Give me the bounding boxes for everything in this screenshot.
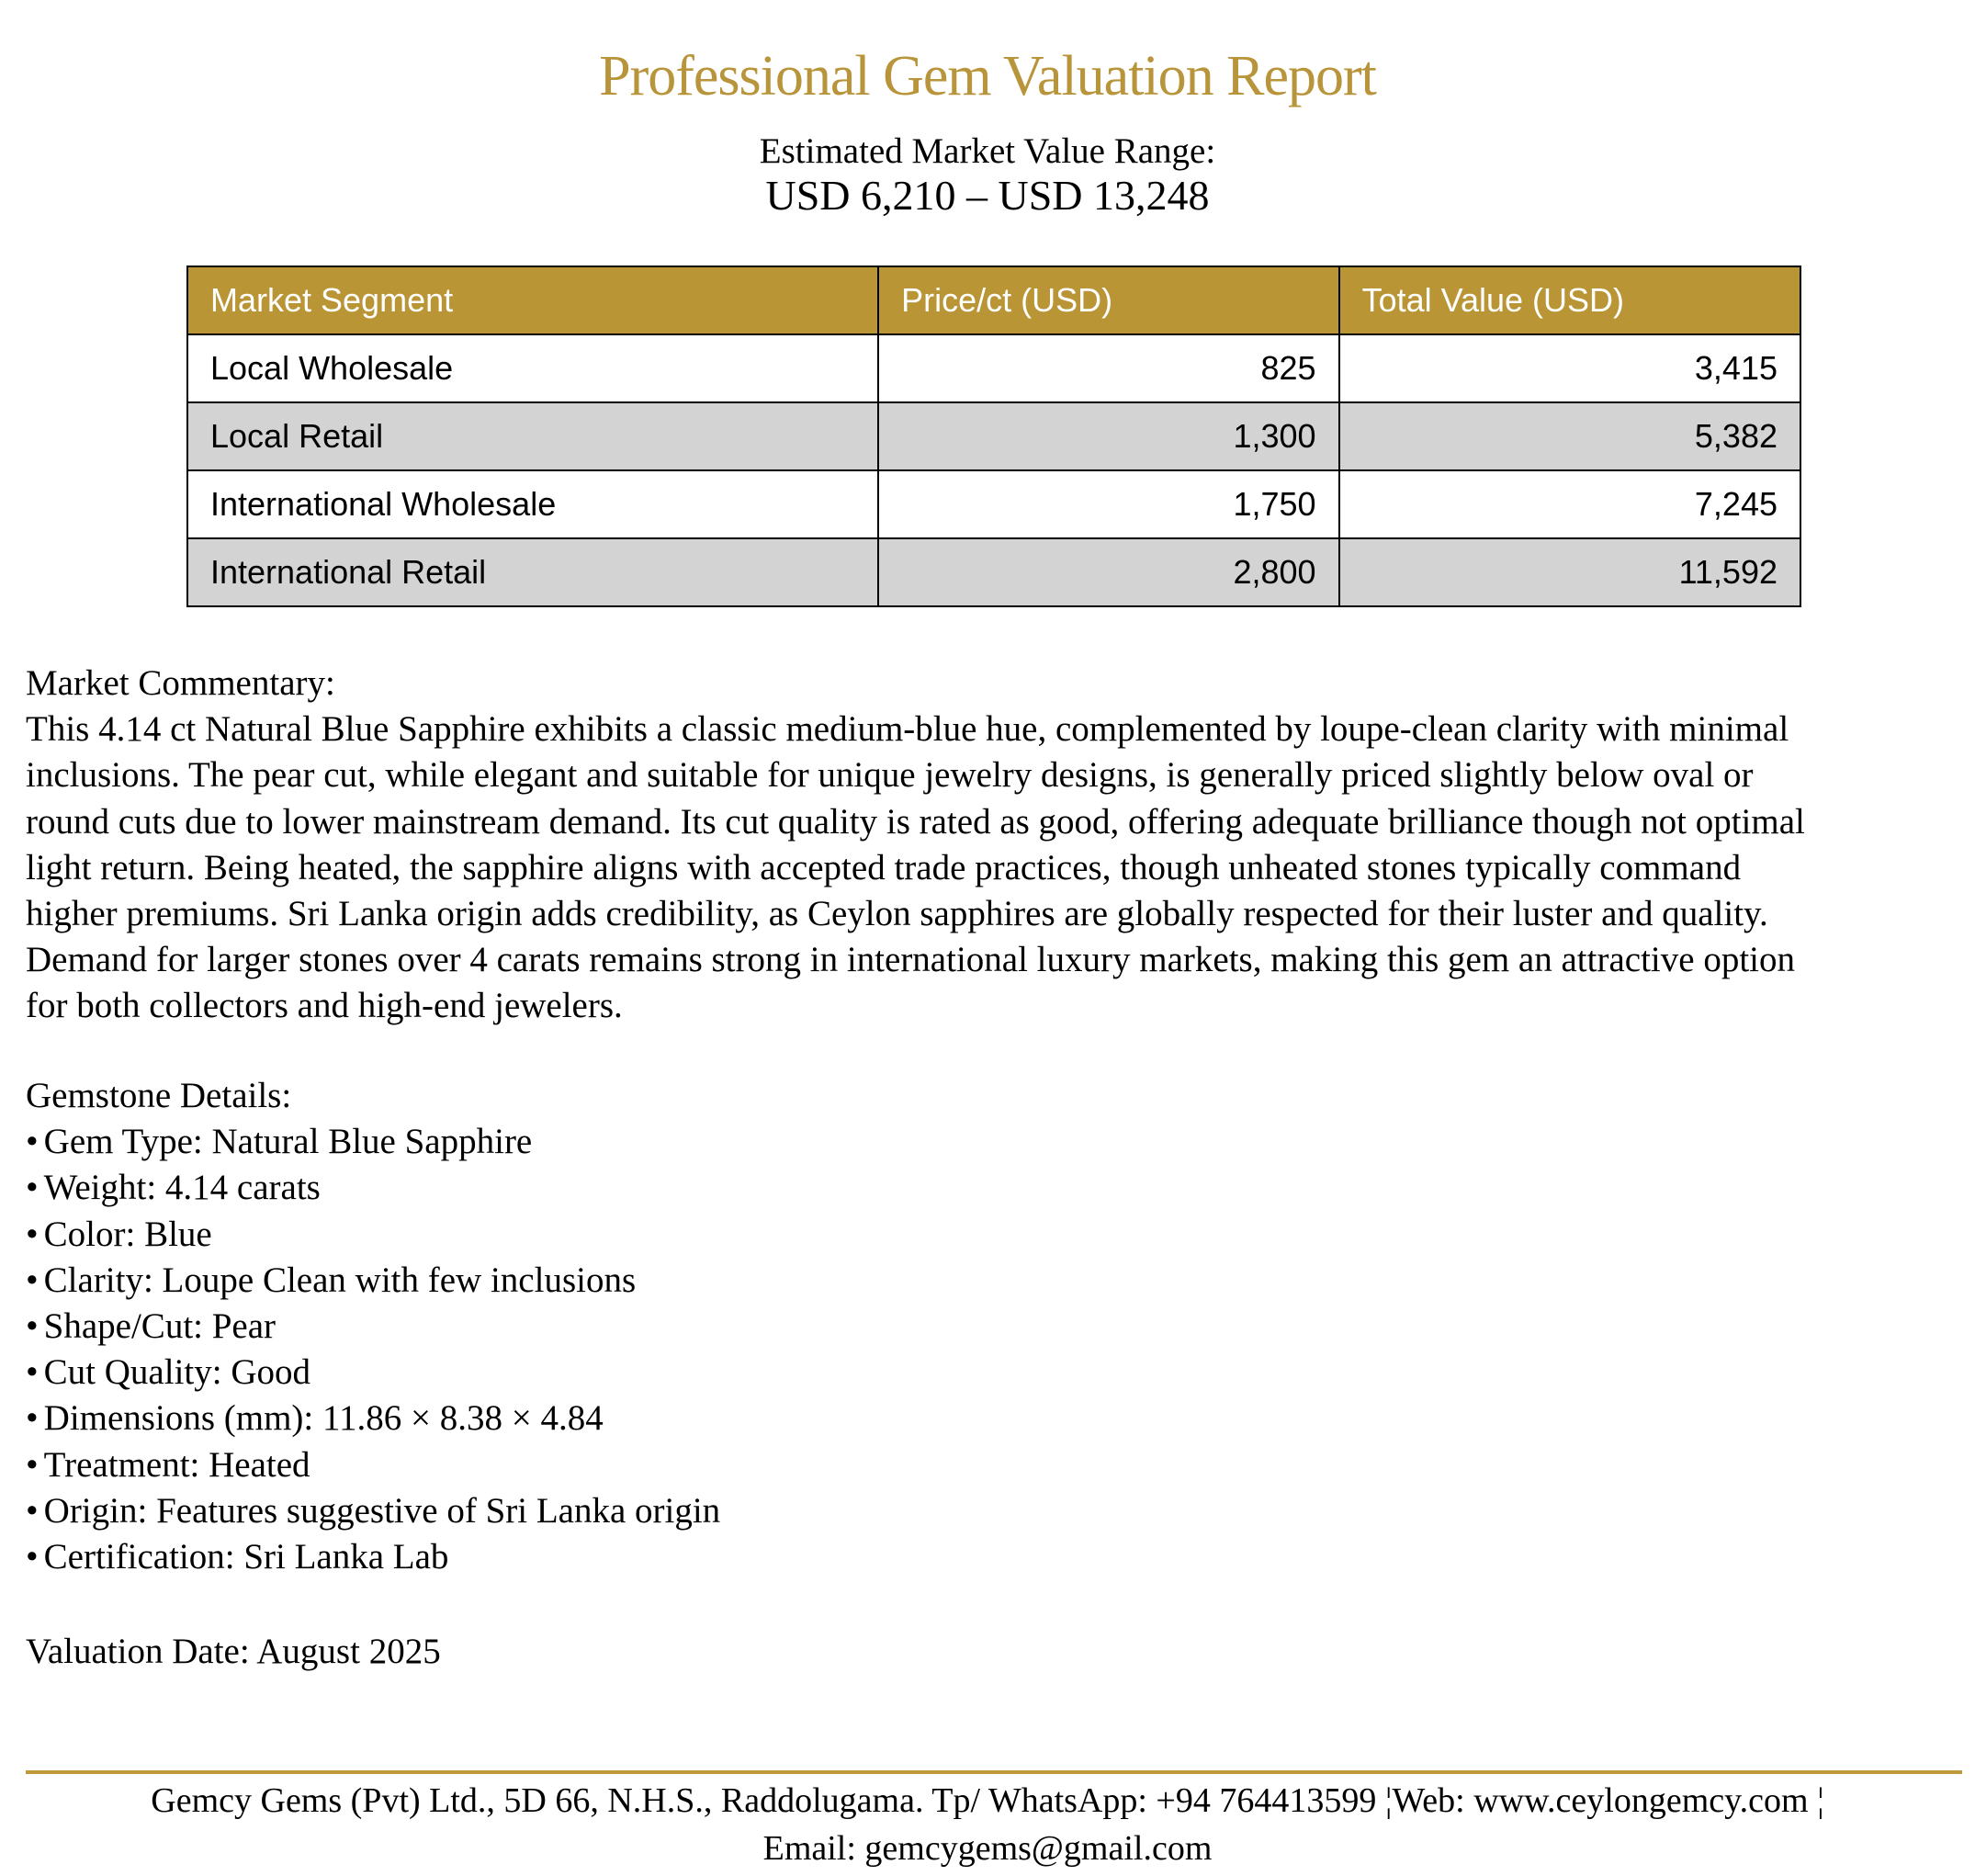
segment-cell: Local Retail	[186, 401, 880, 471]
price-cell: 1,750	[877, 469, 1340, 539]
market-value-table: Market Segment Price/ct (USD) Total Valu…	[186, 266, 1802, 607]
bullet-icon: •	[26, 1122, 39, 1162]
detail-item: • Origin: Features suggestive of Sri Lank…	[26, 1488, 720, 1534]
total-cell: 11,592	[1337, 537, 1802, 607]
price-cell: 1,300	[877, 401, 1340, 471]
detail-text: Shape/Cut: Pear	[43, 1306, 276, 1347]
detail-text: Dimensions (mm): 11.86 × 8.38 × 4.84	[43, 1398, 604, 1439]
commentary-line: round cuts due to lower mainstream deman…	[26, 801, 1805, 842]
price-cell: 825	[877, 333, 1340, 403]
commentary-line: inclusions. The pear cut, while elegant …	[26, 755, 1754, 796]
detail-text: Weight: 4.14 carats	[43, 1168, 321, 1208]
footer-divider	[26, 1770, 1962, 1774]
commentary-line: Demand for larger stones over 4 carats r…	[26, 940, 1795, 980]
table-header-row: Market Segment Price/ct (USD) Total Valu…	[186, 266, 1802, 335]
footer-email: Email: gemcygems@gmail.com	[762, 1829, 1213, 1868]
detail-item: • Certification: Sri Lanka Lab	[26, 1534, 720, 1580]
market-commentary: Market Commentary: This 4.14 ct Natural …	[26, 661, 1805, 1030]
detail-text: Cut Quality: Good	[43, 1352, 310, 1393]
value-range: USD 6,210 – USD 13,248	[765, 172, 1210, 219]
detail-item: • Cut Quality: Good	[26, 1350, 720, 1396]
segment-cell: Local Wholesale	[186, 333, 880, 403]
detail-text: Certification: Sri Lanka Lab	[43, 1537, 449, 1577]
detail-item: • Clarity: Loupe Clean with few inclusion…	[26, 1258, 720, 1304]
detail-text: Origin: Features suggestive of Sri Lanka…	[43, 1490, 721, 1531]
gemstone-details: Gemstone Details: • Gem Type: Natural Blu…	[26, 1073, 720, 1580]
detail-item: • Shape/Cut: Pear	[26, 1304, 720, 1350]
bullet-icon: •	[26, 1537, 39, 1577]
bullet-icon: •	[26, 1398, 39, 1439]
bullet-icon: •	[26, 1490, 39, 1531]
header-market-segment: Market Segment	[186, 266, 880, 335]
detail-text: Color: Blue	[43, 1214, 212, 1254]
detail-text: Gem Type: Natural Blue Sapphire	[43, 1122, 533, 1162]
bullet-icon: •	[26, 1444, 39, 1485]
header-total-value: Total Value (USD)	[1337, 266, 1802, 335]
commentary-line: This 4.14 ct Natural Blue Sapphire exhib…	[26, 709, 1789, 750]
bullet-icon: •	[26, 1352, 39, 1393]
bullet-icon: •	[26, 1260, 39, 1300]
segment-cell: International Wholesale	[186, 469, 880, 539]
price-cell: 2,800	[877, 537, 1340, 607]
header-price-per-carat: Price/ct (USD)	[877, 266, 1340, 335]
footer-contact: Gemcy Gems (Pvt) Ltd., 5D 66, N.H.S., Ra…	[151, 1781, 1824, 1820]
total-cell: 7,245	[1337, 469, 1802, 539]
commentary-line: light return. Being heated, the sapphire…	[26, 847, 1742, 887]
detail-item: • Weight: 4.14 carats	[26, 1165, 720, 1211]
report-title: Professional Gem Valuation Report	[599, 45, 1377, 107]
bullet-icon: •	[26, 1306, 39, 1347]
detail-text: Clarity: Loupe Clean with few inclusions	[43, 1260, 637, 1300]
valuation-date: Valuation Date: August 2025	[26, 1632, 441, 1671]
details-list: • Gem Type: Natural Blue Sapphire • Weight:…	[26, 1119, 720, 1580]
detail-item: • Dimensions (mm): 11.86 × 8.38 × 4.84	[26, 1396, 720, 1441]
detail-text: Treatment: Heated	[43, 1444, 310, 1485]
table-row: Local Wholesale 825 3,415	[186, 333, 1802, 403]
value-range-label: Estimated Market Value Range:	[759, 131, 1216, 171]
detail-item: • Color: Blue	[26, 1212, 720, 1258]
total-cell: 5,382	[1337, 401, 1802, 471]
total-cell: 3,415	[1337, 333, 1802, 403]
commentary-line: for both collectors and high-end jeweler…	[26, 986, 623, 1026]
detail-item: • Treatment: Heated	[26, 1442, 720, 1488]
table-row: International Retail 2,800 11,592	[186, 537, 1802, 607]
details-heading: Gemstone Details:	[26, 1076, 292, 1115]
detail-item: • Gem Type: Natural Blue Sapphire	[26, 1119, 720, 1165]
bullet-icon: •	[26, 1168, 39, 1208]
segment-cell: International Retail	[186, 537, 880, 607]
commentary-line: higher premiums. Sri Lanka origin adds c…	[26, 894, 1768, 934]
commentary-heading: Market Commentary:	[26, 663, 335, 703]
bullet-icon: •	[26, 1214, 39, 1254]
table-row: International Wholesale 1,750 7,245	[186, 469, 1802, 539]
table-row: Local Retail 1,300 5,382	[186, 401, 1802, 471]
